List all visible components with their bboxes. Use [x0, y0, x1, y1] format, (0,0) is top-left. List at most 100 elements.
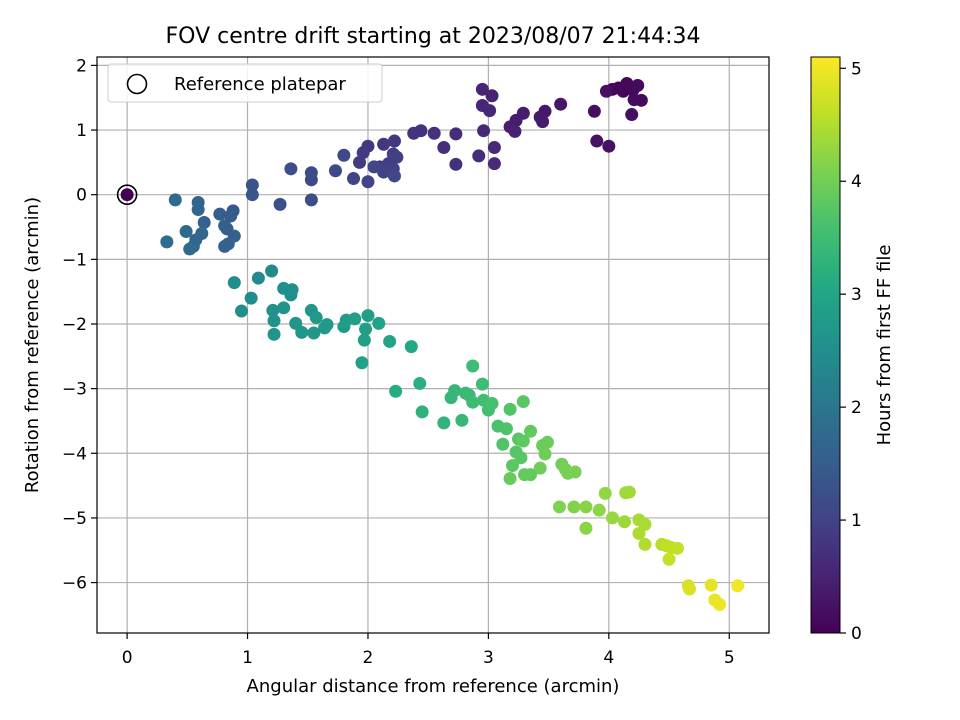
data-point — [466, 395, 480, 409]
data-point — [245, 178, 259, 192]
data-point — [404, 340, 418, 354]
data-point — [183, 242, 197, 256]
data-point — [387, 134, 401, 148]
data-point — [567, 500, 581, 514]
data-point — [355, 356, 369, 370]
data-point — [218, 239, 232, 253]
colorbar: 0 1 2 3 4 5 Hours from first FF file — [810, 56, 895, 644]
data-point — [218, 219, 232, 233]
x-tick-label: 0 — [122, 648, 133, 668]
y-tick-label: −3 — [62, 380, 87, 400]
data-point — [448, 384, 462, 398]
legend-box — [107, 63, 383, 103]
data-point — [277, 301, 291, 315]
data-point — [304, 173, 318, 187]
data-point — [485, 397, 499, 411]
data-point — [437, 141, 451, 155]
data-point — [499, 422, 513, 436]
data-point — [266, 303, 280, 317]
data-point — [487, 141, 501, 155]
data-point — [191, 203, 205, 217]
data-point — [328, 164, 342, 178]
data-point — [554, 97, 568, 111]
data-point — [475, 377, 489, 391]
data-point — [361, 175, 375, 189]
data-point — [487, 157, 501, 171]
data-point — [309, 311, 323, 325]
data-point — [284, 162, 298, 176]
chart-title: FOV centre drift starting at 2023/08/07 … — [166, 24, 701, 49]
data-point — [389, 384, 403, 398]
plot-frame — [96, 56, 770, 634]
data-point — [267, 314, 281, 328]
colorbar-ticks: 0 1 2 3 4 5 — [840, 59, 862, 644]
data-point — [120, 188, 134, 202]
y-axis-ticks: −6 −5 −4 −3 −2 −1 0 1 2 — [62, 56, 97, 594]
data-point — [387, 169, 401, 183]
legend: Reference platepar — [107, 63, 383, 103]
data-point — [634, 93, 648, 107]
data-point — [361, 309, 375, 323]
data-point — [632, 526, 646, 540]
data-point — [475, 82, 489, 96]
data-point — [505, 459, 519, 473]
x-tick-label: 5 — [724, 648, 735, 668]
data-point — [638, 537, 652, 551]
data-point — [367, 160, 381, 174]
data-point — [466, 359, 480, 373]
data-point — [449, 157, 463, 171]
data-point — [538, 447, 552, 461]
data-point — [347, 172, 361, 186]
data-point — [587, 104, 601, 118]
data-point — [413, 376, 427, 390]
data-point — [377, 165, 391, 179]
y-axis-label: Rotation from reference (arcmin) — [22, 197, 43, 493]
data-point — [605, 511, 619, 525]
data-point — [625, 108, 639, 122]
data-points — [120, 77, 745, 612]
y-tick-label: −6 — [62, 574, 87, 594]
data-point — [437, 416, 451, 430]
colorbar-tick-label: 4 — [851, 172, 862, 192]
data-point — [307, 326, 321, 340]
data-point — [160, 235, 174, 249]
data-point — [598, 486, 612, 500]
data-point — [449, 127, 463, 141]
data-point — [197, 215, 211, 229]
data-point — [377, 137, 391, 151]
data-point — [284, 288, 298, 302]
colorbar-label: Hours from first FF file — [874, 245, 895, 446]
data-point — [337, 148, 351, 162]
x-axis-label: Angular distance from reference (arcmin) — [247, 676, 620, 697]
data-point — [227, 276, 241, 290]
reference-marker — [116, 184, 138, 205]
x-tick-label: 2 — [363, 648, 374, 668]
y-tick-label: −5 — [62, 509, 87, 529]
data-point — [592, 503, 606, 517]
data-point — [503, 471, 517, 485]
legend-reference-marker — [126, 73, 148, 95]
legend-label: Reference platepar — [174, 74, 346, 95]
colorbar-tick-label: 5 — [851, 59, 862, 79]
data-point — [518, 468, 532, 482]
data-point — [622, 485, 636, 499]
colorbar-tick-label: 0 — [851, 624, 862, 644]
data-point — [244, 291, 258, 305]
data-point — [536, 115, 550, 129]
data-point — [631, 78, 645, 92]
data-point — [533, 461, 547, 475]
data-point — [427, 126, 441, 140]
data-point — [407, 126, 421, 140]
y-tick-label: −1 — [62, 250, 87, 270]
data-point — [514, 451, 528, 465]
y-tick-label: −2 — [62, 315, 87, 335]
data-point — [304, 193, 318, 207]
y-tick-label: 0 — [76, 186, 87, 206]
data-point — [235, 304, 249, 318]
data-point — [251, 271, 265, 285]
data-point — [617, 515, 631, 529]
colorbar-bar — [810, 56, 841, 634]
data-point — [359, 322, 373, 336]
data-point — [552, 500, 566, 514]
